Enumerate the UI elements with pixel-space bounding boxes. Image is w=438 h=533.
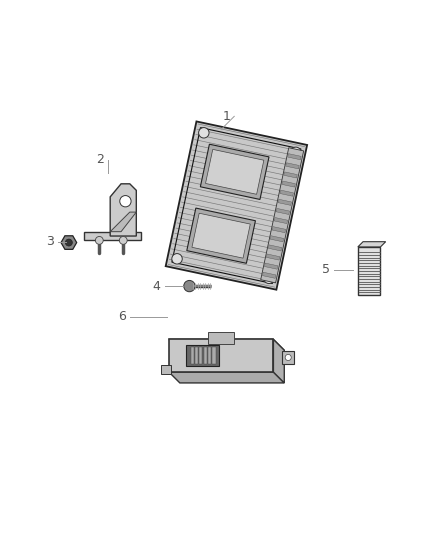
Circle shape bbox=[198, 127, 209, 138]
Circle shape bbox=[172, 254, 182, 264]
Text: 6: 6 bbox=[118, 310, 126, 323]
Polygon shape bbox=[110, 212, 136, 232]
Bar bbox=[195, 347, 198, 365]
Bar bbox=[199, 347, 202, 365]
Circle shape bbox=[264, 273, 274, 284]
Polygon shape bbox=[272, 227, 286, 233]
Polygon shape bbox=[200, 144, 269, 199]
Text: 5: 5 bbox=[322, 263, 331, 277]
Polygon shape bbox=[276, 208, 290, 214]
Bar bbox=[191, 347, 194, 365]
Polygon shape bbox=[268, 245, 282, 251]
Polygon shape bbox=[282, 181, 295, 187]
Polygon shape bbox=[270, 236, 284, 242]
Bar bbox=[282, 351, 294, 364]
Polygon shape bbox=[280, 190, 293, 196]
Circle shape bbox=[285, 354, 291, 360]
Polygon shape bbox=[169, 372, 284, 383]
Bar bbox=[208, 332, 234, 344]
Polygon shape bbox=[262, 272, 276, 278]
Bar bbox=[186, 345, 219, 366]
Circle shape bbox=[184, 280, 195, 292]
Polygon shape bbox=[274, 217, 288, 224]
Polygon shape bbox=[192, 213, 250, 258]
Polygon shape bbox=[288, 154, 301, 160]
Bar bbox=[204, 347, 207, 365]
Bar bbox=[358, 247, 381, 295]
Text: 1: 1 bbox=[223, 110, 230, 123]
Circle shape bbox=[65, 239, 72, 246]
Bar bbox=[208, 347, 211, 365]
Circle shape bbox=[119, 237, 127, 244]
Polygon shape bbox=[266, 254, 280, 260]
Polygon shape bbox=[261, 148, 304, 283]
Polygon shape bbox=[265, 263, 278, 269]
Polygon shape bbox=[284, 172, 297, 178]
Circle shape bbox=[290, 147, 301, 158]
Bar bbox=[161, 365, 171, 374]
Text: 4: 4 bbox=[153, 280, 161, 293]
Polygon shape bbox=[110, 184, 136, 236]
Polygon shape bbox=[84, 232, 141, 240]
Polygon shape bbox=[187, 208, 255, 263]
Polygon shape bbox=[169, 340, 284, 350]
Circle shape bbox=[120, 196, 131, 207]
Polygon shape bbox=[273, 340, 284, 383]
Text: 3: 3 bbox=[46, 235, 54, 248]
Bar bbox=[169, 340, 273, 372]
Bar bbox=[212, 347, 215, 365]
Polygon shape bbox=[358, 241, 386, 247]
Text: 2: 2 bbox=[96, 154, 104, 166]
Polygon shape bbox=[166, 122, 307, 290]
Circle shape bbox=[95, 237, 103, 244]
Polygon shape bbox=[286, 163, 299, 169]
Polygon shape bbox=[205, 149, 264, 195]
Polygon shape bbox=[278, 199, 291, 205]
